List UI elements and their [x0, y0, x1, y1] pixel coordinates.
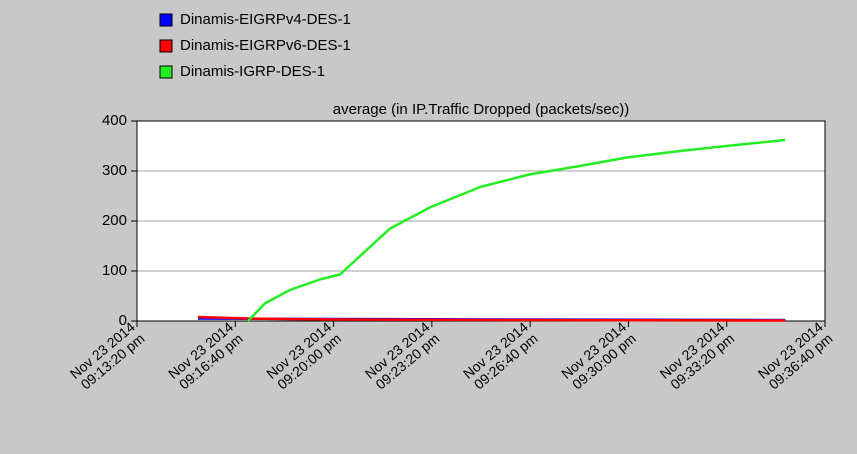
- line: [247, 138, 786, 322]
- x-tick-label: Nov 23 201409:20:00 pm: [263, 318, 344, 393]
- x-tick-label: Nov 23 201409:16:40 pm: [165, 318, 246, 393]
- x-tick-label: Nov 23 201409:33:20 pm: [656, 318, 737, 393]
- legend-label: Dinamis-EIGRPv6-DES-1: [180, 37, 351, 54]
- x-tick-label: Nov 23 201409:36:40 pm: [755, 318, 836, 393]
- line: [197, 315, 786, 322]
- legend-label: Dinamis-IGRP-DES-1: [180, 63, 325, 80]
- y-tick-label: 300: [102, 162, 127, 179]
- legend-swatch: [159, 39, 173, 53]
- legend-swatch: [159, 13, 173, 27]
- y-tick-label: 200: [102, 212, 127, 229]
- x-tick-label: Nov 23 201409:13:20 pm: [67, 318, 148, 393]
- x-tick-label: Nov 23 201409:26:40 pm: [460, 318, 541, 393]
- x-tick-label: Nov 23 201409:30:00 pm: [558, 318, 639, 393]
- y-tick-label: 100: [102, 262, 127, 279]
- x-tick-label: Nov 23 201409:23:20 pm: [361, 318, 442, 393]
- y-tick-label: 0: [119, 312, 127, 329]
- legend-swatch: [159, 65, 173, 79]
- y-tick-label: 400: [102, 112, 127, 129]
- chart-title: average (in IP.Traffic Dropped (packets/…: [333, 101, 630, 118]
- legend-label: Dinamis-EIGRPv4-DES-1: [180, 11, 351, 28]
